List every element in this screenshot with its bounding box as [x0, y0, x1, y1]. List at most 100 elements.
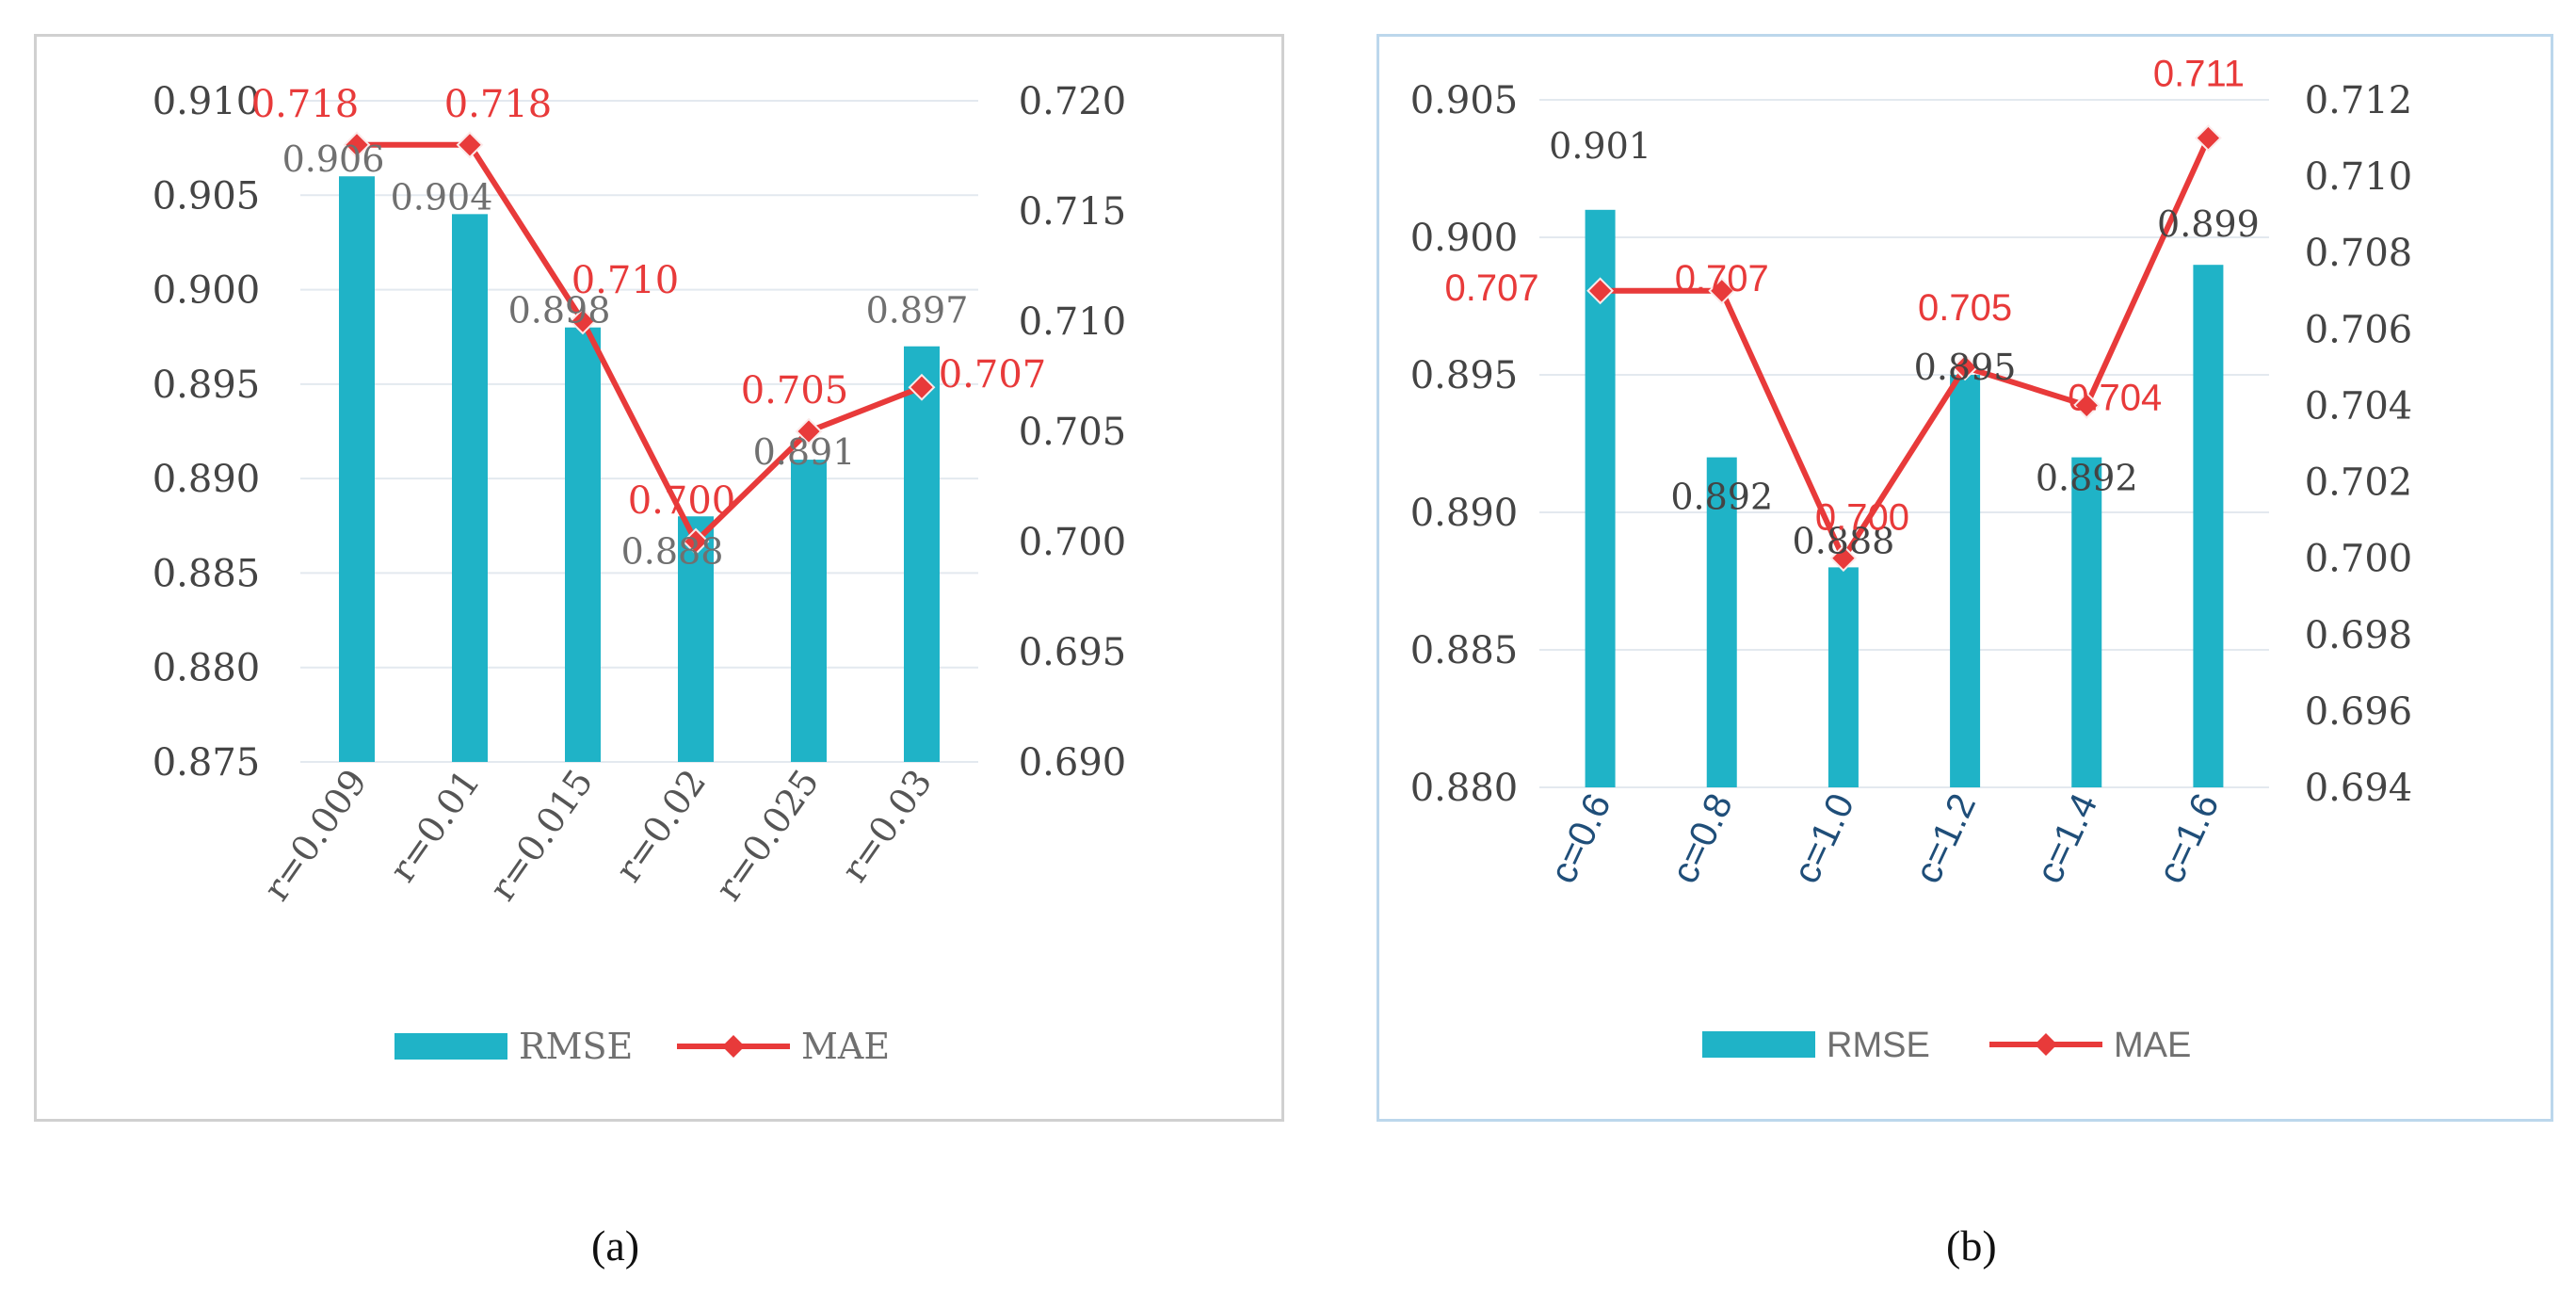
y-right-tick-label: 0.706 — [2305, 308, 2413, 351]
x-category-label: c=0.6 — [1542, 787, 1619, 889]
legend-rmse-swatch — [394, 1033, 507, 1060]
y-left-tick-label: 0.900 — [1410, 217, 1519, 260]
line-data-label: 0.705 — [741, 369, 849, 413]
x-category-label: r=0.009 — [255, 762, 375, 908]
y-right-tick-label: 0.702 — [2305, 461, 2413, 505]
y-right-tick-label: 0.694 — [2305, 767, 2413, 810]
y-left-tick-label: 0.895 — [153, 364, 261, 407]
x-category-label: c=1.0 — [1785, 787, 1862, 889]
y-right-tick-label: 0.720 — [1019, 80, 1127, 123]
bar-data-label: 0.901 — [1549, 125, 1651, 167]
mae-point — [908, 373, 936, 401]
y-right-tick-label: 0.712 — [2305, 79, 2413, 122]
mae-point — [456, 131, 484, 159]
bar — [452, 214, 488, 763]
bar — [1706, 457, 1737, 787]
chart-panel-b: 0.880 0.885 0.890 0.895 0.900 0.905 0.694 0.696… — [1377, 34, 2553, 1122]
mae-line — [357, 141, 924, 546]
bar-data-label: 0.899 — [2157, 203, 2260, 245]
y-left-tick-label: 0.880 — [153, 647, 261, 690]
mae-point — [1586, 277, 1614, 305]
y-left-tick-label: 0.875 — [153, 741, 261, 785]
y-right-tick-label: 0.695 — [1019, 631, 1127, 674]
legend-mae-label: MAE — [801, 1026, 890, 1067]
y-right-tick-label: 0.710 — [1019, 300, 1127, 344]
chart-a-svg: 0.875 0.880 0.885 0.890 0.895 0.900 0.905 0.910… — [153, 80, 1127, 1067]
bar — [2193, 265, 2224, 787]
y-left-tick-label: 0.885 — [153, 552, 261, 595]
y-left-tick-label: 0.895 — [1410, 354, 1519, 397]
y-left-tick-label: 0.905 — [153, 174, 261, 218]
x-category-label: c=1.4 — [2029, 787, 2106, 889]
line-data-label: 0.718 — [444, 83, 553, 126]
x-category-label: c=0.8 — [1664, 787, 1741, 889]
bar — [678, 516, 714, 762]
bar-data-label: 0.891 — [753, 431, 856, 473]
mae-point — [1951, 353, 1979, 381]
legend-mae-marker — [722, 1035, 745, 1058]
bar — [1827, 567, 1859, 787]
y-left-tick-label: 0.880 — [1410, 767, 1519, 810]
bar-data-label: 0.906 — [282, 138, 385, 180]
mae-point — [795, 417, 823, 445]
mae-point — [2195, 124, 2222, 152]
bar — [1585, 209, 1616, 788]
x-category-label: r=0.02 — [607, 762, 714, 890]
bar — [339, 176, 375, 762]
line-data-label: 0.700 — [628, 479, 736, 523]
line-data-label: 0.710 — [572, 259, 680, 302]
chart-b-svg: 0.880 0.885 0.890 0.895 0.900 0.905 0.694 0.696… — [1410, 54, 2413, 1065]
y-left-tick-label: 0.905 — [1410, 79, 1519, 122]
bar-data-label: 0.895 — [1914, 347, 2017, 388]
y-right-tick-label: 0.708 — [2305, 232, 2413, 275]
caption-b: (b) — [1946, 1222, 1997, 1270]
mae-line — [1600, 137, 2212, 564]
legend-mae-label: MAE — [2114, 1026, 2191, 1065]
bar — [1950, 375, 1981, 787]
mae-point — [1829, 544, 1858, 573]
bar — [565, 327, 601, 762]
bar-data-label: 0.904 — [391, 176, 493, 218]
y-right-tick-label: 0.710 — [2305, 155, 2413, 199]
line-data-label: 0.707 — [1445, 267, 1539, 309]
line-data-label: 0.718 — [251, 83, 360, 126]
bar — [904, 346, 940, 762]
caption-a: (a) — [591, 1222, 640, 1270]
y-left-tick-label: 0.890 — [1410, 492, 1519, 535]
bar-data-label: 0.888 — [1793, 520, 1895, 561]
y-right-tick-label: 0.696 — [2305, 690, 2413, 734]
y-right-tick-label: 0.705 — [1019, 411, 1127, 454]
mae-point — [2072, 392, 2101, 419]
chart-panel-a: 0.875 0.880 0.885 0.890 0.895 0.900 0.905 0.910… — [34, 34, 1284, 1122]
line-data-label: 0.705 — [1918, 287, 2012, 329]
legend-rmse-label: RMSE — [1827, 1026, 1930, 1065]
x-category-label: r=0.015 — [481, 762, 601, 908]
y-right-tick-label: 0.700 — [2305, 538, 2413, 581]
line-data-label: 0.704 — [2068, 377, 2162, 418]
x-category-label: r=0.01 — [381, 762, 488, 890]
y-left-tick-label: 0.885 — [1410, 629, 1519, 672]
y-right-tick-label: 0.715 — [1019, 190, 1127, 234]
bar-data-label: 0.888 — [621, 530, 724, 572]
y-left-tick-label: 0.890 — [153, 458, 261, 501]
x-category-label: r=0.03 — [833, 762, 940, 890]
bar-data-label: 0.898 — [508, 290, 611, 332]
mae-point — [1708, 277, 1736, 305]
y-right-tick-label: 0.698 — [2305, 614, 2413, 657]
mae-point — [682, 527, 710, 556]
bar-data-label: 0.892 — [2036, 458, 2138, 499]
bar-data-label: 0.892 — [1670, 477, 1773, 518]
line-data-label: 0.707 — [939, 353, 1047, 397]
line-data-label: 0.711 — [2153, 54, 2245, 95]
y-left-tick-label: 0.910 — [153, 80, 261, 123]
x-category-label: r=0.025 — [707, 762, 827, 908]
x-category-label: c=1.2 — [1908, 787, 1985, 889]
y-left-tick-label: 0.900 — [153, 269, 261, 313]
bar — [791, 460, 827, 762]
bar-data-label: 0.897 — [866, 290, 969, 332]
legend-rmse-swatch — [1702, 1031, 1815, 1058]
y-right-tick-label: 0.700 — [1019, 521, 1127, 564]
legend-rmse-label: RMSE — [519, 1026, 633, 1067]
mae-point — [569, 307, 597, 335]
y-right-tick-label: 0.704 — [2305, 384, 2413, 428]
